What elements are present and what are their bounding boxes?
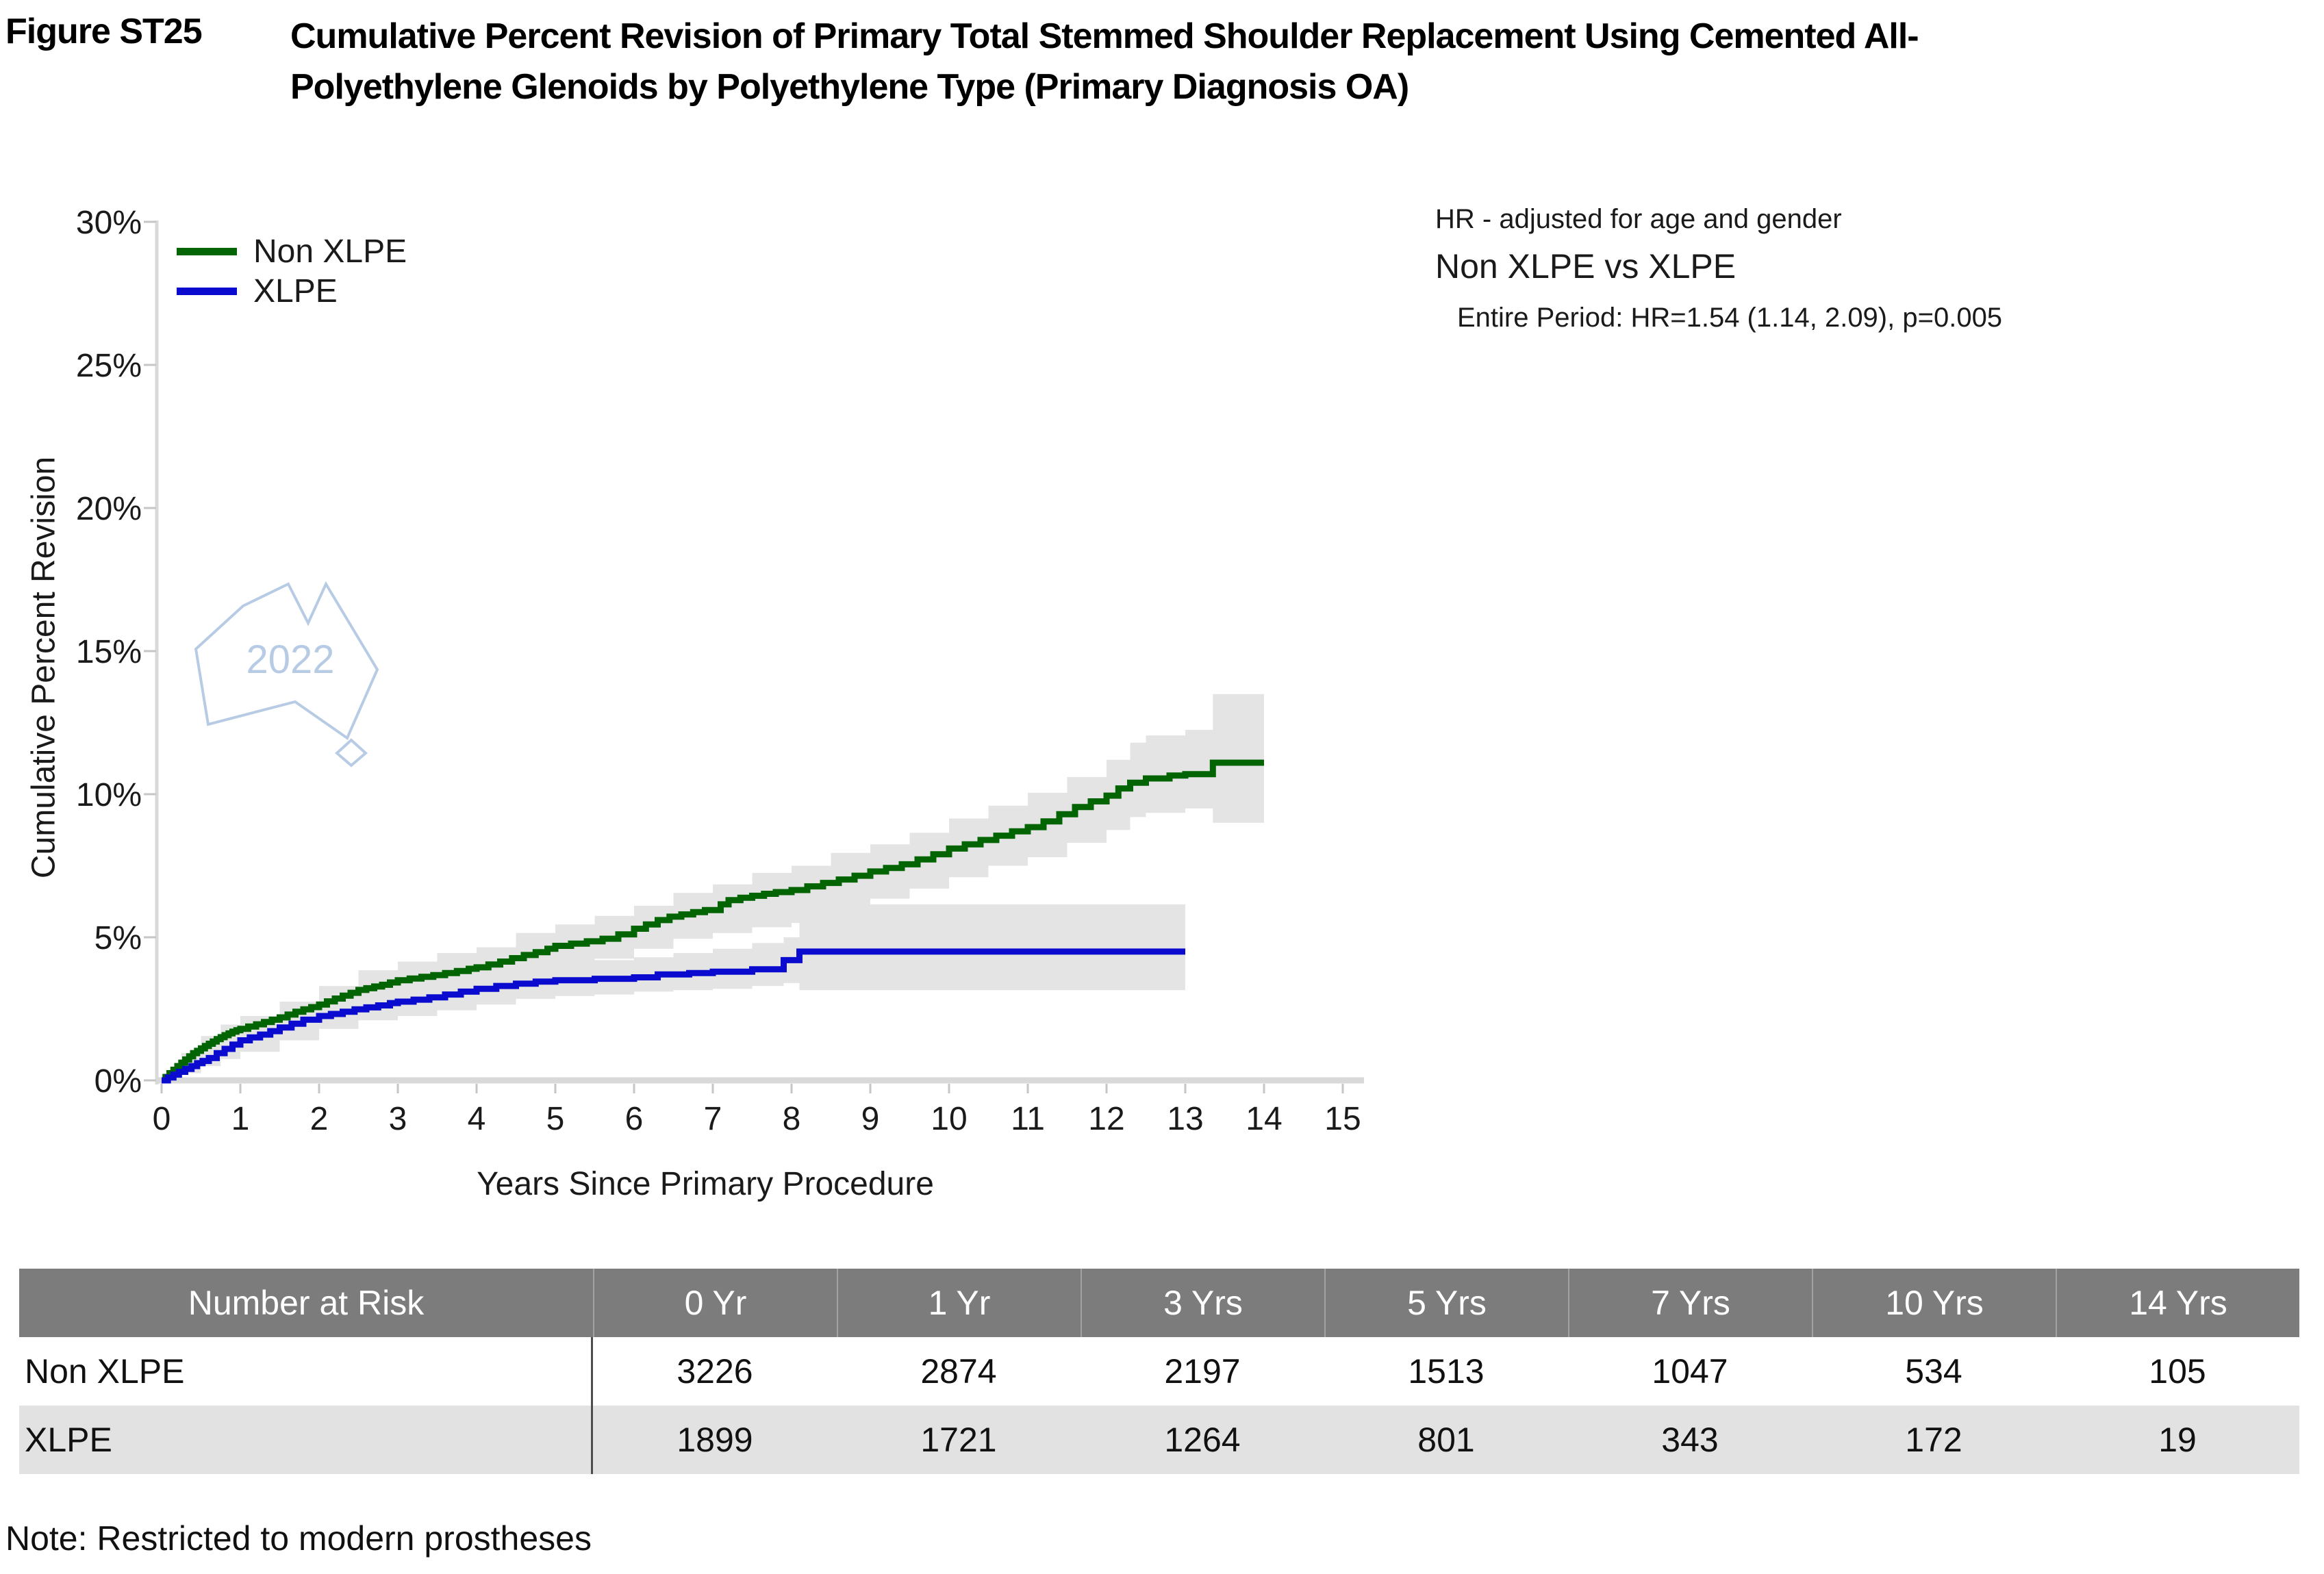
y-tick-label: 30% — [76, 205, 142, 241]
x-tick-label: 14 — [1246, 1101, 1282, 1137]
x-tick-label: 11 — [1011, 1101, 1045, 1137]
risk-value: 1899 — [593, 1406, 837, 1474]
y-tick-label: 20% — [76, 491, 142, 527]
risk-table-header-cell: Number at Risk — [19, 1269, 593, 1337]
hr-adjustment-note: HR - adjusted for age and gender — [1435, 204, 1842, 234]
risk-table-header-row: Number at Risk 0 Yr 1 Yr 3 Yrs 5 Yrs 7 Y… — [19, 1269, 2299, 1337]
figure-title-line1: Cumulative Percent Revision of Primary T… — [290, 16, 1919, 56]
survival-curve-xlpe — [162, 948, 1185, 1084]
australia-outline-watermark — [194, 581, 379, 741]
risk-value: 172 — [1812, 1406, 2056, 1474]
y-tick-label: 15% — [76, 634, 142, 670]
legend-item-xlpe: XLPE — [177, 271, 407, 311]
risk-table-header-cell: 3 Yrs — [1081, 1269, 1324, 1337]
x-tick-label: 0 — [153, 1101, 171, 1137]
tasmania-outline-watermark — [334, 738, 368, 767]
x-tick-label: 6 — [625, 1101, 644, 1137]
chart-legend: Non XLPE XLPE — [177, 231, 407, 311]
risk-value: 105 — [2149, 1352, 2206, 1391]
figure-title-line2: Polyethylene Glenoids by Polyethylene Ty… — [290, 67, 1409, 107]
x-tick-label: 8 — [783, 1101, 801, 1137]
risk-value: 19 — [2056, 1406, 2299, 1474]
non-xlpe-line-swatch — [177, 247, 237, 255]
risk-table-header-cell: 7 Yrs — [1568, 1269, 1812, 1337]
x-tick-label: 2 — [310, 1101, 329, 1137]
y-tick-label: 10% — [76, 777, 142, 813]
x-tick-label: 4 — [468, 1101, 486, 1137]
risk-value: 343 — [1568, 1406, 1812, 1474]
risk-table-header-cell: 5 Yrs — [1324, 1269, 1568, 1337]
risk-table-header-cell: 1 Yr — [837, 1269, 1081, 1337]
y-tick-label: 0% — [94, 1063, 142, 1100]
x-tick-label: 13 — [1167, 1101, 1203, 1137]
legend-label: XLPE — [253, 272, 338, 309]
x-tick-label: 12 — [1088, 1101, 1124, 1137]
legend-label: Non XLPE — [253, 233, 407, 270]
survival-curve-non-xlpe — [162, 759, 1264, 1084]
risk-table-row-xlpe: XLPE 1899 1721 1264 801 343 172 19 — [19, 1406, 2299, 1474]
risk-value: 2874 — [920, 1352, 997, 1391]
figure-title: Cumulative Percent Revision of Primary T… — [290, 11, 2194, 112]
risk-value: 1721 — [837, 1406, 1081, 1474]
x-tick-label: 7 — [704, 1101, 722, 1137]
risk-table-header-cell: 0 Yr — [593, 1269, 837, 1337]
xlpe-line-swatch — [177, 287, 237, 295]
risk-table-header-cell: 14 Yrs — [2056, 1269, 2299, 1337]
x-tick-label: 10 — [931, 1101, 967, 1137]
risk-value: 801 — [1324, 1406, 1568, 1474]
hr-comparison-label: Non XLPE vs XLPE — [1435, 247, 1736, 285]
risk-value: 2197 — [1164, 1352, 1241, 1391]
legend-item-non-xlpe: Non XLPE — [177, 231, 407, 271]
footnote: Note: Restricted to modern prostheses — [5, 1519, 592, 1558]
row-label: Non XLPE — [19, 1337, 593, 1406]
x-tick-label: 5 — [546, 1101, 565, 1137]
risk-value: 3226 — [677, 1352, 753, 1391]
risk-value: 1047 — [1652, 1352, 1728, 1391]
y-tick-label: 5% — [94, 920, 142, 956]
figure-number: Figure ST25 — [5, 12, 203, 51]
y-tick-label: 25% — [76, 348, 142, 384]
risk-table-row-non-xlpe: Non XLPE 3226 2874 2197 1513 1047 534 10… — [19, 1337, 2299, 1406]
watermark-year: 2022 — [246, 637, 334, 682]
number-at-risk-table: Number at Risk 0 Yr 1 Yr 3 Yrs 5 Yrs 7 Y… — [19, 1269, 2299, 1474]
risk-value: 1264 — [1081, 1406, 1324, 1474]
x-tick-label: 3 — [389, 1101, 407, 1137]
risk-value: 1513 — [1408, 1352, 1485, 1391]
x-tick-label: 9 — [861, 1101, 880, 1137]
confidence-band-xlpe — [162, 904, 1185, 1080]
risk-table-header-cell: 10 Yrs — [1812, 1269, 2056, 1337]
x-tick-label: 15 — [1324, 1101, 1361, 1137]
y-axis-title: Cumulative Percent Revision — [25, 456, 62, 879]
row-label: XLPE — [19, 1406, 593, 1474]
risk-value: 534 — [1905, 1352, 1962, 1391]
x-tick-label: 1 — [231, 1101, 250, 1137]
hr-entire-period-value: Entire Period: HR=1.54 (1.14, 2.09), p=0… — [1457, 303, 2003, 333]
x-axis-title: Years Since Primary Procedure — [477, 1166, 934, 1202]
